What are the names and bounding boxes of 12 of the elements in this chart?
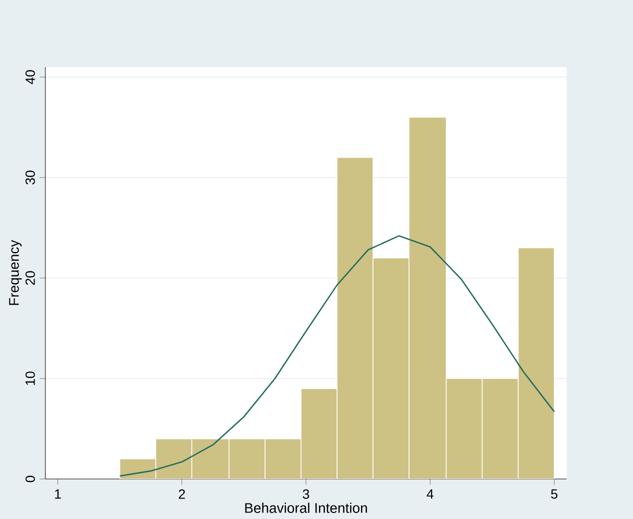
y-axis-title: Frequency	[9, 240, 22, 305]
x-tick-label: 1	[55, 489, 61, 499]
y-tick-label: 30	[25, 170, 35, 184]
x-tick-label: 5	[551, 489, 558, 499]
x-axis-title: Behavioral Intention	[245, 502, 367, 513]
x-tick-label: 2	[178, 489, 185, 499]
y-tick-label: 0	[25, 476, 35, 482]
x-tick-label: 3	[302, 489, 310, 499]
y-tick-label: 20	[25, 271, 35, 285]
y-tick-label: 40	[25, 70, 35, 84]
x-tick-label: 4	[426, 489, 434, 499]
y-tick-label: 10	[25, 372, 35, 385]
